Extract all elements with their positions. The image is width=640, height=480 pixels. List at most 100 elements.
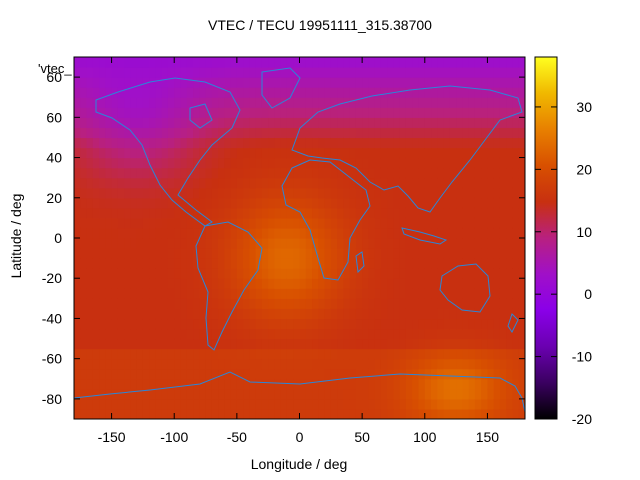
heatmap-cell [387, 97, 395, 108]
heatmap-cell [124, 378, 131, 390]
heatmap-cell [481, 318, 489, 330]
heatmap-cell [424, 157, 432, 169]
heatmap-cell [512, 258, 520, 269]
heatmap-cell [224, 328, 232, 340]
heatmap-cell [456, 197, 463, 209]
heatmap-cell [236, 348, 244, 360]
heatmap-cell [136, 388, 144, 400]
heatmap-cell [512, 167, 520, 179]
heatmap-cell [312, 328, 319, 340]
heatmap-cell [474, 207, 482, 219]
heatmap-cell [518, 207, 525, 219]
heatmap-cell [418, 358, 426, 370]
heatmap-cell [330, 318, 338, 330]
heatmap-cell [424, 238, 432, 249]
heatmap-cell [355, 298, 363, 309]
heatmap-cell [86, 67, 94, 78]
heatmap-cell [305, 268, 313, 279]
heatmap-cell [362, 378, 370, 390]
heatmap-cell [330, 338, 338, 350]
heatmap-cell [218, 117, 225, 128]
heatmap-cell [224, 187, 232, 199]
heatmap-cell [418, 268, 426, 279]
heatmap-cell [443, 97, 451, 108]
heatmap-cell [111, 268, 119, 279]
heatmap-cell [130, 348, 138, 360]
heatmap-cell [405, 338, 413, 350]
heatmap-cell [449, 197, 457, 209]
heatmap-cell [211, 308, 219, 320]
heatmap-cell [261, 197, 269, 209]
heatmap-cell [80, 238, 88, 249]
heatmap-cell [312, 318, 319, 330]
heatmap-cell [299, 147, 307, 159]
heatmap-cell [274, 197, 282, 209]
heatmap-cell [186, 238, 194, 249]
heatmap-cell [180, 177, 188, 189]
heatmap-cell [211, 147, 219, 159]
heatmap-cell [193, 187, 200, 199]
heatmap-cell [456, 408, 463, 419]
heatmap-cell [149, 227, 157, 239]
heatmap-cell [424, 268, 432, 279]
heatmap-cell [117, 137, 125, 149]
heatmap-cell [393, 318, 401, 330]
heatmap-cell [161, 268, 169, 279]
heatmap-cell [149, 288, 157, 299]
heatmap-cell [481, 157, 489, 169]
heatmap-cell [293, 348, 301, 360]
heatmap-cell [99, 217, 106, 229]
heatmap-cell [299, 278, 307, 289]
heatmap-cell [86, 217, 94, 229]
heatmap-cell [418, 67, 426, 78]
heatmap-cell [261, 308, 269, 320]
heatmap-cell [280, 187, 288, 199]
heatmap-cell [105, 57, 113, 68]
heatmap-cell [349, 288, 357, 299]
heatmap-cell [431, 87, 438, 98]
heatmap-cell [405, 167, 413, 179]
heatmap-cell [86, 388, 94, 400]
heatmap-cell [443, 318, 451, 330]
y-tick-label: 0 [54, 230, 62, 246]
heatmap-cell [117, 318, 125, 330]
heatmap-cell [130, 318, 138, 330]
heatmap-cell [92, 278, 100, 289]
heatmap-cell [324, 298, 332, 309]
heatmap-cell [380, 358, 388, 370]
heatmap-cell [236, 227, 244, 239]
heatmap-cell [117, 127, 125, 139]
heatmap-cell [374, 77, 382, 88]
heatmap-cell [268, 177, 276, 189]
heatmap-cell [136, 338, 144, 350]
heatmap-cell [161, 207, 169, 219]
heatmap-cell [487, 97, 495, 108]
heatmap-cell [499, 197, 507, 209]
heatmap-cell [124, 137, 131, 149]
heatmap-cell [261, 167, 269, 179]
heatmap-cell [130, 197, 138, 209]
heatmap-cell [230, 288, 238, 299]
heatmap-cell [318, 278, 326, 289]
heatmap-cell [305, 238, 313, 249]
heatmap-cell [274, 57, 282, 68]
heatmap-cell [499, 67, 507, 78]
heatmap-cell [380, 167, 388, 179]
heatmap-cell [167, 258, 175, 269]
heatmap-cell [193, 258, 200, 269]
heatmap-cell [506, 77, 514, 88]
heatmap-cell [456, 338, 463, 350]
heatmap-cell [456, 268, 463, 279]
heatmap-cell [218, 157, 225, 169]
y-tick-label: -80 [42, 391, 62, 407]
heatmap-cell [481, 398, 489, 410]
heatmap-cell [305, 67, 313, 78]
heatmap-cell [261, 97, 269, 108]
heatmap-cell [318, 338, 326, 350]
heatmap-cell [431, 248, 438, 259]
heatmap-cell [224, 117, 232, 128]
heatmap-cell [387, 268, 395, 279]
heatmap-cell [130, 238, 138, 249]
heatmap-cell [431, 328, 438, 340]
heatmap-cell [493, 167, 501, 179]
